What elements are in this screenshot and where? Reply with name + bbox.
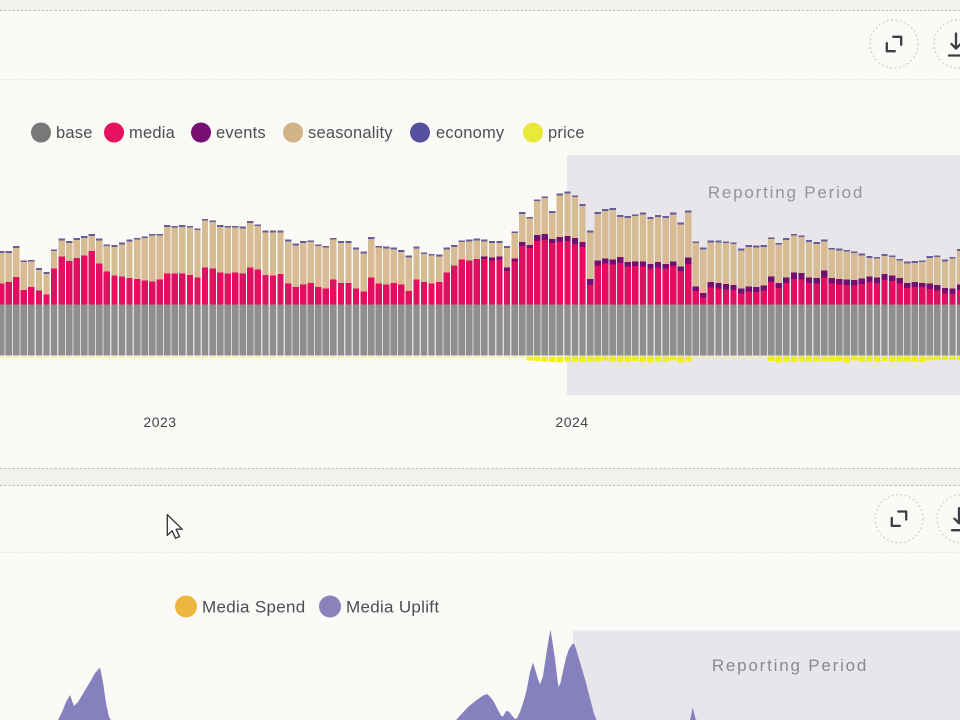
svg-text:Media Spend: Media Spend	[202, 598, 305, 617]
svg-text:base: base	[56, 124, 93, 142]
svg-text:economy: economy	[436, 124, 505, 142]
svg-text:events: events	[216, 124, 266, 142]
svg-text:price: price	[548, 124, 585, 142]
svg-text:seasonality: seasonality	[308, 124, 393, 142]
svg-text:2024: 2024	[555, 414, 588, 430]
svg-text:2023: 2023	[143, 414, 176, 430]
svg-text:Reporting Period: Reporting Period	[712, 656, 868, 675]
svg-text:media: media	[129, 124, 176, 142]
svg-text:Reporting Period: Reporting Period	[708, 183, 864, 202]
svg-text:Media Uplift: Media Uplift	[346, 598, 439, 617]
